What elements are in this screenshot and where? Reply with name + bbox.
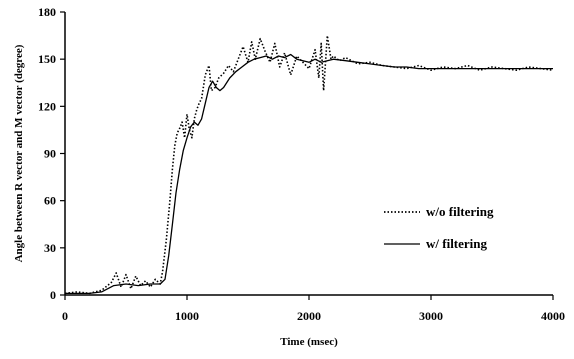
legend-label-with-filtering: w/ filtering: [426, 236, 488, 251]
axes-layer: 0 30 60 90 120 150 180 0 1000 2000 3000 4000 Time (m…: [13, 5, 565, 348]
x-tick-label: 3000: [419, 309, 443, 323]
legend-label-without-filtering: w/o filtering: [426, 204, 494, 219]
series-line-with-filtering: [65, 53, 553, 295]
x-tick-label: 1000: [175, 309, 199, 323]
x-axis-title: Time (msec): [280, 336, 338, 348]
x-tick-label: 0: [62, 309, 68, 323]
y-tick-label: 90: [44, 147, 56, 161]
y-tick-label: 180: [38, 5, 56, 19]
y-tick-label: 0: [50, 288, 56, 302]
x-tick-label: 4000: [541, 309, 565, 323]
x-tick-label: 2000: [297, 309, 321, 323]
y-tick-label: 150: [38, 52, 56, 66]
legend: w/o filtering w/ filtering: [384, 204, 494, 251]
y-axis-title: Angle between R vector and M vector (deg…: [13, 44, 25, 262]
series-layer: [64, 34, 554, 295]
series-line-without-filtering: [64, 34, 554, 295]
y-tick-label: 30: [44, 241, 56, 255]
y-tick-label: 60: [44, 194, 56, 208]
y-tick-label: 120: [38, 99, 56, 113]
